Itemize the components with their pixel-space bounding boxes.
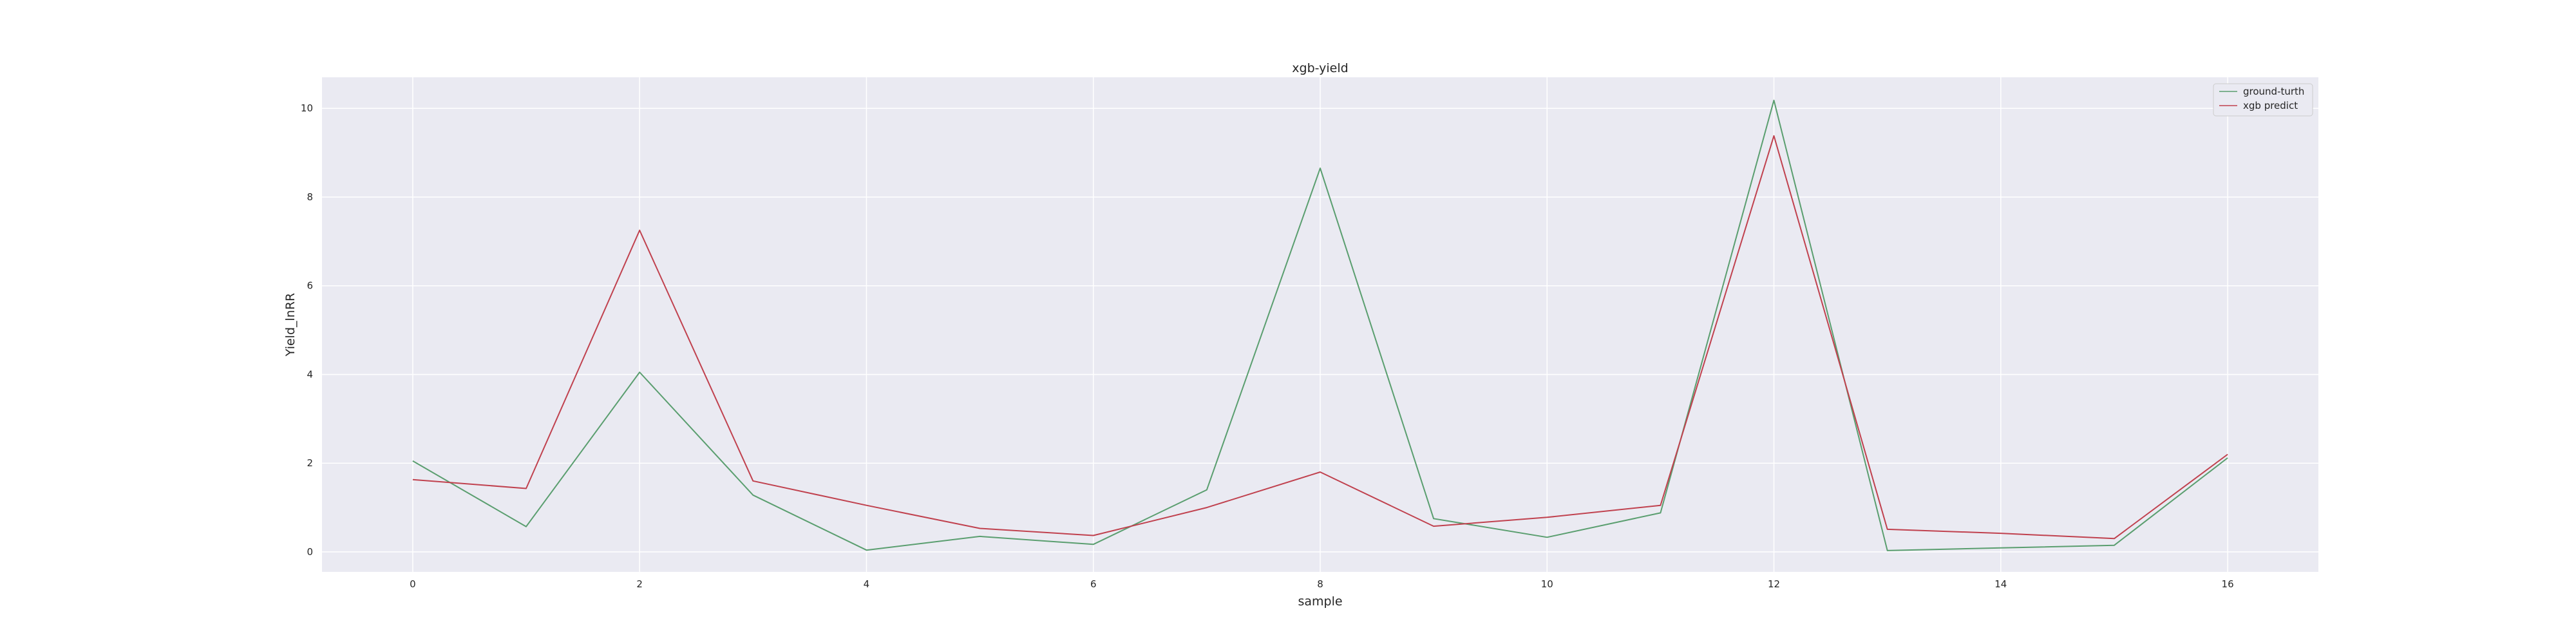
x-tick-label: 14 (1994, 578, 2007, 590)
x-tick-label: 10 (1541, 578, 1553, 590)
legend: ground-turth xgb predict (2213, 83, 2313, 117)
y-tick-label: 2 (307, 457, 313, 469)
x-tick-label: 6 (1090, 578, 1097, 590)
legend-label-ground-turth: ground-turth (2243, 86, 2304, 97)
x-tick-label: 2 (636, 578, 643, 590)
x-axis-label: sample (1298, 594, 1342, 609)
x-tick-label: 0 (410, 578, 416, 590)
y-axis-label: Yield_lnRR (283, 293, 298, 357)
y-tick-labels: 0 2 4 6 8 10 (301, 102, 313, 558)
series-lines (412, 99, 2228, 551)
y-tick-label: 10 (301, 102, 313, 114)
grid (322, 77, 2318, 572)
y-tick-label: 0 (307, 546, 313, 558)
x-tick-label: 8 (1317, 578, 1323, 590)
legend-box (2213, 83, 2313, 117)
x-tick-label: 16 (2222, 578, 2234, 590)
legend-label-xgb-predict: xgb predict (2243, 100, 2298, 111)
chart-title: xgb-yield (1292, 61, 1348, 75)
series-line-ground-turth (412, 99, 2228, 551)
x-tick-labels: 0 2 4 6 8 10 12 14 16 (410, 578, 2234, 590)
y-tick-label: 6 (307, 280, 313, 292)
y-tick-label: 8 (307, 191, 313, 203)
x-tick-label: 12 (1768, 578, 1780, 590)
series-line-xgb-predict (412, 135, 2228, 540)
y-tick-label: 4 (307, 368, 313, 380)
x-tick-label: 4 (864, 578, 870, 590)
